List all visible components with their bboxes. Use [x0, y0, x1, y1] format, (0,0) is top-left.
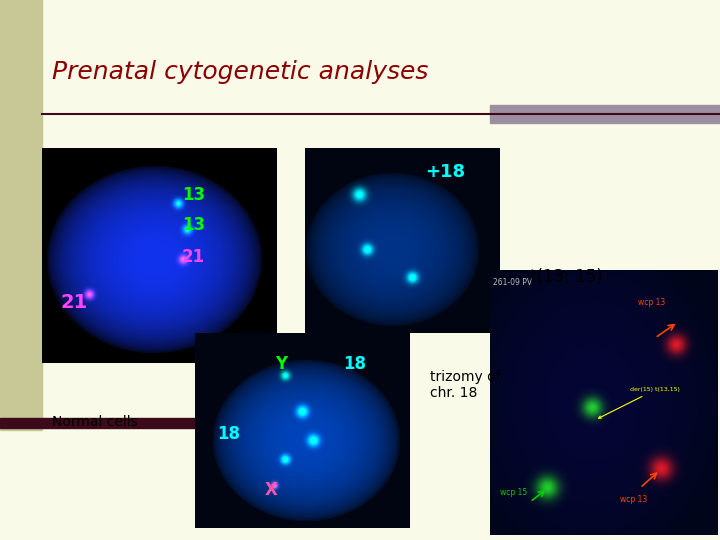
Text: wcp 15: wcp 15: [500, 488, 527, 497]
Text: +18: +18: [425, 163, 465, 181]
Bar: [490, 105, 720, 123]
Text: 261-09 PV: 261-09 PV: [493, 278, 532, 287]
Bar: [0, 418, 195, 428]
Bar: [0, 0, 42, 430]
Text: Y: Y: [275, 355, 287, 373]
Text: Normal cells: Normal cells: [52, 415, 138, 429]
Text: 21: 21: [182, 248, 205, 266]
Text: X: X: [265, 481, 278, 499]
Text: trizomy of
chr. 18: trizomy of chr. 18: [430, 370, 500, 400]
Text: Prenatal cytogenetic analyses: Prenatal cytogenetic analyses: [52, 60, 428, 84]
Text: 13: 13: [182, 186, 205, 204]
Text: der(15) t(13,15): der(15) t(13,15): [598, 388, 680, 418]
Text: 18: 18: [217, 425, 240, 443]
Text: wcp 13: wcp 13: [638, 298, 665, 307]
Text: t(13; 15): t(13; 15): [530, 268, 603, 286]
Text: 18: 18: [343, 355, 366, 373]
Text: 13: 13: [182, 216, 205, 234]
Text: 21: 21: [60, 293, 87, 312]
Text: wcp 13: wcp 13: [620, 495, 647, 504]
